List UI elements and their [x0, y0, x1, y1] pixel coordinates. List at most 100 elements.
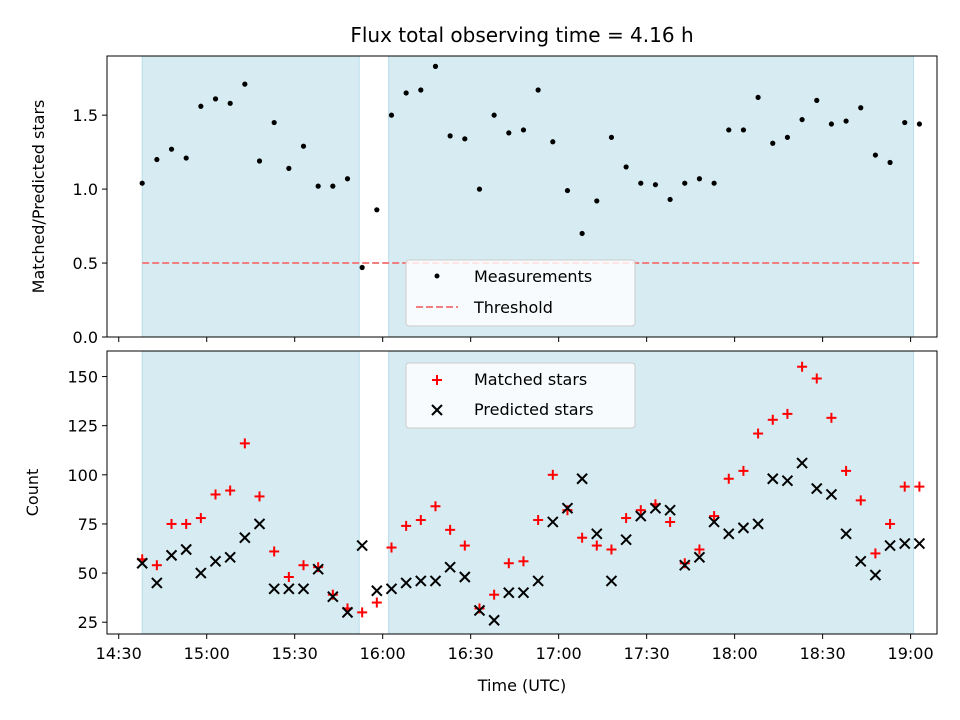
measurement-point	[242, 81, 248, 87]
top-y-axis-label: Matched/Predicted stars	[29, 100, 48, 294]
y-tick-label: 125	[67, 417, 98, 436]
matched-star-point	[767, 414, 778, 425]
measurement-point	[828, 121, 835, 127]
measurement-point	[139, 180, 145, 186]
matched-star-point	[518, 556, 529, 567]
measurement-point	[916, 121, 923, 127]
measurement-point	[462, 136, 468, 142]
bottom-y-ticks: 25 50 75 100 125 150	[67, 368, 107, 632]
matched-star-point	[855, 495, 866, 506]
predicted-star-point	[195, 567, 207, 579]
measurement-point	[374, 207, 380, 213]
measurement-point	[256, 158, 263, 164]
observing-interval	[141, 350, 360, 635]
predicted-star-point	[224, 551, 236, 564]
matched-star-point	[225, 485, 236, 496]
predicted-star-point	[488, 614, 500, 626]
measurement-point	[872, 152, 879, 158]
predicted-star-point	[767, 473, 779, 485]
matched-star-point	[738, 465, 749, 476]
matched-legend-label: Matched stars	[474, 370, 587, 389]
observing-interval	[141, 55, 360, 338]
predicted-star-point	[268, 583, 280, 595]
matched-star-point	[430, 501, 441, 512]
bottom-legend: Matched stars Predicted stars	[405, 362, 636, 429]
measurement-point	[608, 134, 615, 140]
chart-title: Flux total observing time = 4.16 h	[350, 23, 693, 47]
matched-star-point	[841, 465, 852, 476]
predicted-star-point	[884, 539, 896, 552]
count-series	[136, 361, 926, 626]
predicted-star-point	[620, 533, 632, 546]
bottom-y-axis-label: Count	[23, 469, 42, 517]
measurement-point	[344, 176, 351, 182]
measurement-point	[564, 187, 571, 194]
predicted-star-point	[473, 604, 486, 617]
predicted-star-point	[693, 551, 706, 564]
measurement-point	[638, 180, 644, 186]
matched-star-point	[591, 540, 602, 551]
measurement-point	[667, 196, 673, 203]
matched-legend-marker	[432, 375, 442, 385]
predicted-star-point	[136, 557, 148, 569]
measurement-point	[447, 133, 453, 139]
x-tick-label: 17:30	[624, 644, 670, 663]
measurement-point	[154, 156, 160, 163]
top-panel: 0.0 0.5 1.0 1.5 Matched/Predicted stars Mea…	[29, 55, 938, 347]
predicted-star-point	[371, 585, 383, 597]
measurement-point	[506, 130, 512, 136]
y-tick-label: 0.0	[73, 328, 98, 347]
matched-star-point	[386, 542, 397, 553]
matched-star-point	[635, 505, 646, 516]
y-tick-label: 75	[78, 515, 98, 534]
y-tick-label: 25	[78, 613, 98, 632]
predicted-legend-marker	[431, 404, 443, 416]
measurement-point	[286, 165, 292, 171]
y-tick-label: 50	[78, 564, 98, 583]
measurement-point	[403, 90, 409, 96]
measurement-point	[183, 155, 189, 161]
matched-star-point	[811, 373, 822, 384]
measurement-point	[652, 182, 659, 188]
matched-star-point	[709, 511, 720, 522]
measurement-point	[579, 230, 585, 237]
matched-star-point	[723, 473, 734, 484]
predicted-star-point	[444, 561, 456, 573]
measurement-point	[491, 112, 497, 118]
matched-star-point	[797, 361, 808, 372]
x-tick-label: 16:30	[448, 644, 494, 663]
top-axes-frame	[106, 55, 938, 338]
measurement-point	[594, 198, 600, 204]
predicted-star-point	[356, 539, 368, 552]
measurement-point	[682, 180, 688, 186]
predicted-star-point	[400, 577, 412, 589]
matched-star-point	[166, 518, 177, 529]
measurement-point	[388, 112, 395, 118]
measurement-point	[168, 146, 175, 152]
measurements-legend-label: Measurements	[474, 267, 592, 286]
top-x-ticks	[118, 337, 912, 342]
matched-star-point	[577, 532, 588, 543]
x-axis-label: Time (UTC)	[477, 676, 566, 695]
bottom-panel: 25 50 75 100 125 150 14:30 15:00 15:30 16:00 16:3…	[23, 350, 938, 695]
predicted-star-point	[591, 528, 603, 540]
predicted-star-point	[752, 518, 764, 530]
x-tick-label: 17:00	[536, 644, 582, 663]
y-tick-label: 1.5	[73, 106, 98, 125]
predicted-star-point	[165, 549, 178, 562]
matched-star-point	[415, 515, 426, 526]
measurement-point	[212, 96, 219, 102]
y-tick-label: 150	[67, 368, 98, 387]
matched-star-point	[753, 428, 764, 439]
measurement-point	[227, 100, 233, 106]
x-tick-label: 18:00	[712, 644, 758, 663]
predicted-star-point	[635, 510, 647, 522]
predicted-star-point	[341, 606, 354, 619]
predicted-star-point	[547, 516, 559, 528]
measurement-point	[535, 87, 541, 93]
predicted-star-point	[899, 537, 911, 550]
predicted-star-point	[517, 587, 530, 599]
predicted-star-point	[415, 575, 427, 587]
predicted-star-point	[503, 587, 515, 599]
